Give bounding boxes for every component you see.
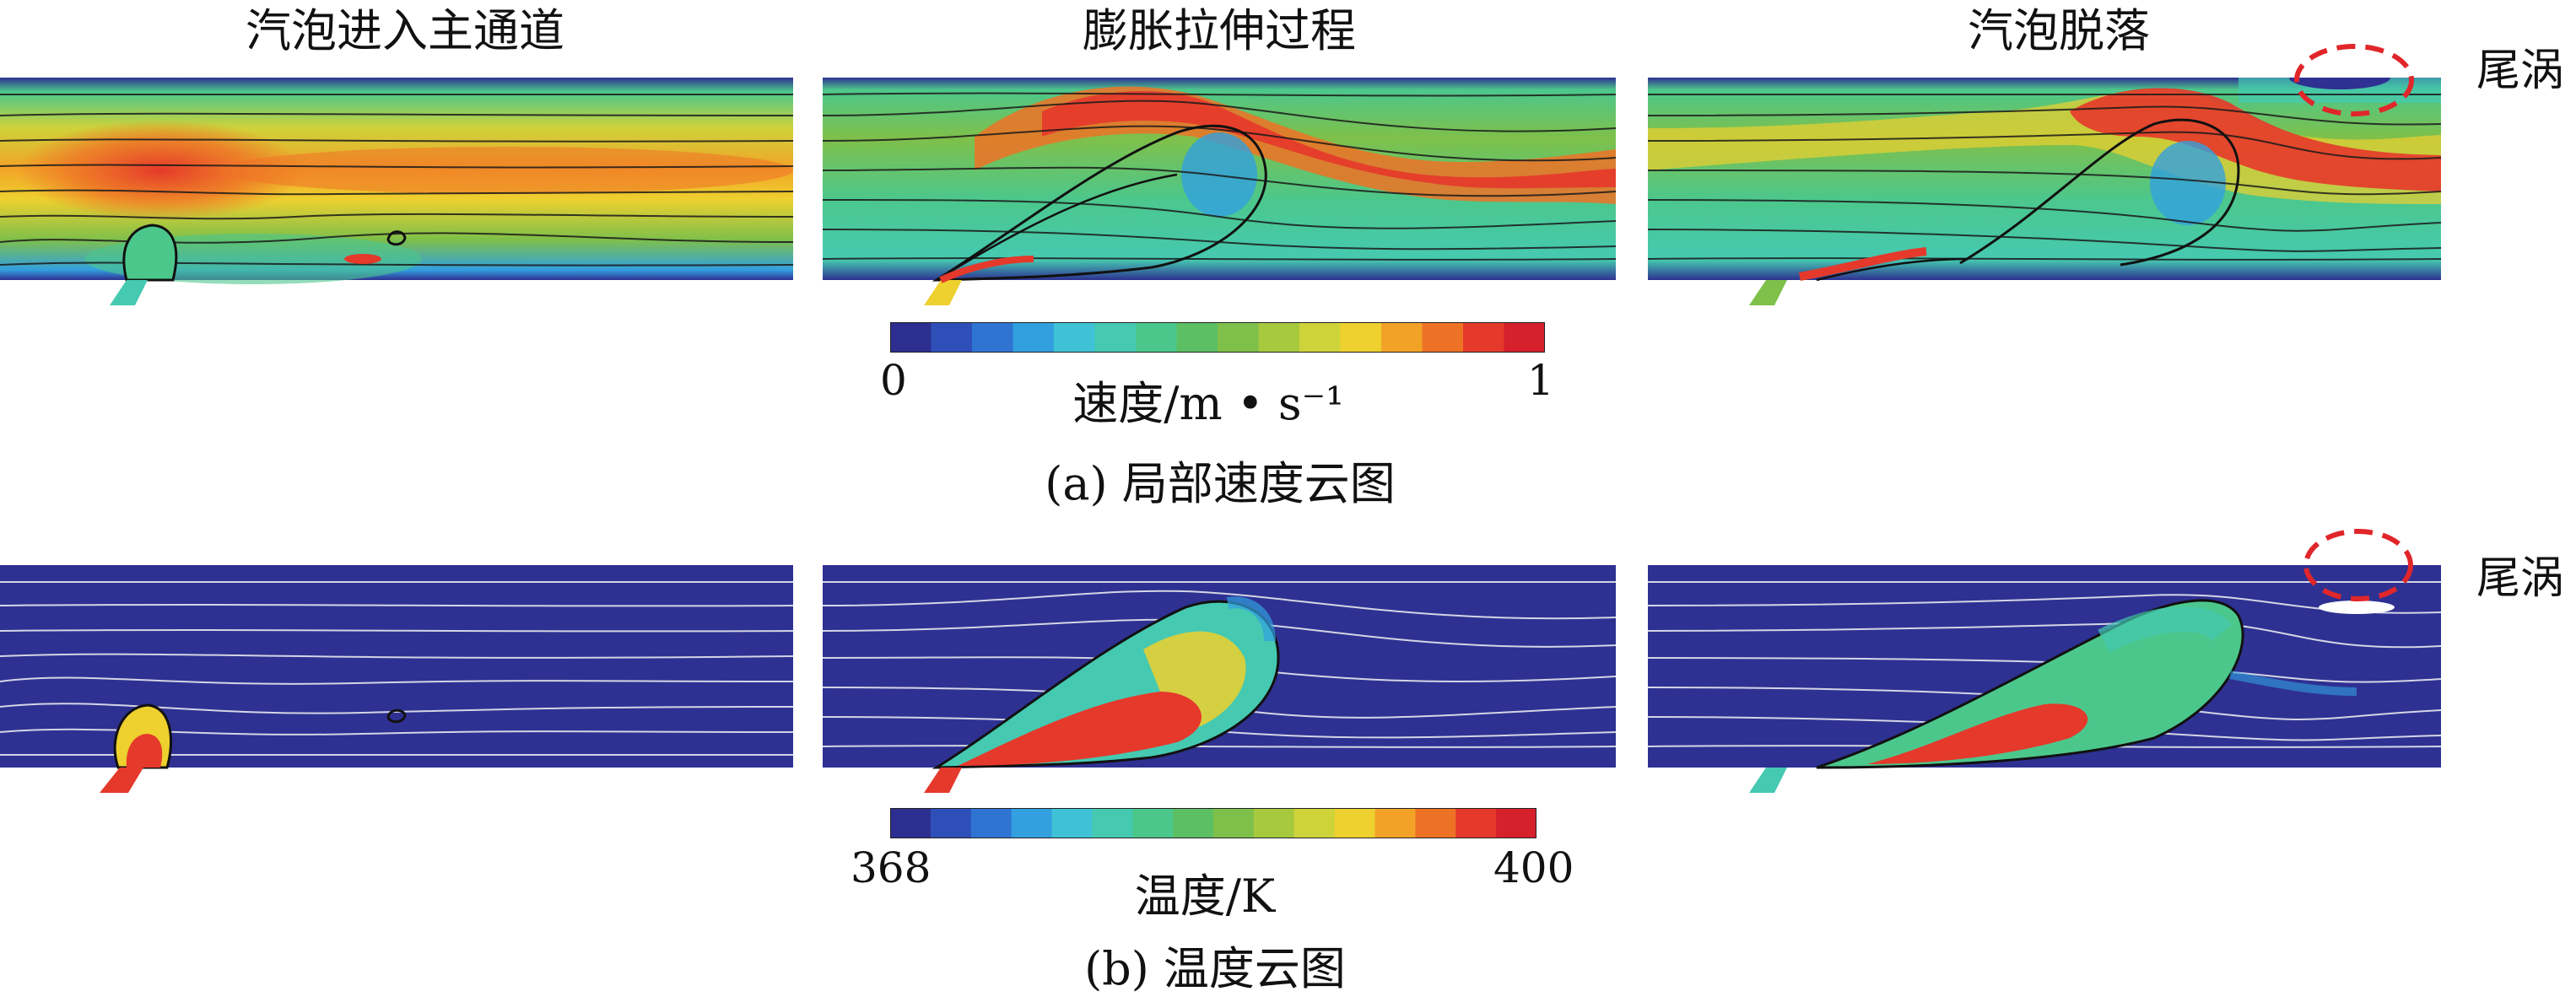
temperature-colorbar-swatch-2	[970, 808, 1013, 838]
velocity-colorbar-swatch-15	[1504, 322, 1545, 353]
velocity-colorbar-swatch-13	[1422, 322, 1464, 353]
temperature-panel-detach	[1648, 565, 2441, 793]
temperature-colorbar-swatch-10	[1293, 808, 1336, 838]
velocity-colorbar-swatch-7	[1176, 322, 1218, 353]
velocity-colorbar	[890, 322, 1545, 353]
velocity-colorbar-swatch-6	[1136, 322, 1177, 353]
velocity-colorbar-swatch-14	[1463, 322, 1504, 353]
temperature-colorbar-swatch-13	[1415, 808, 1456, 838]
temperature-colorbar-swatch-7	[1173, 808, 1214, 838]
caption-velocity: (a) 局部速度云图	[1045, 457, 1396, 510]
velocity-panel-entry	[0, 78, 793, 305]
temperature-colorbar-swatch-5	[1092, 808, 1133, 838]
column-title-entry: 汽泡进入主通道	[246, 4, 564, 57]
velocity-colorbar-swatch-11	[1340, 322, 1382, 353]
wake-label-temperature: 尾涡	[2476, 553, 2565, 604]
temperature-colorbar-swatch-14	[1455, 808, 1497, 838]
temperature-colorbar	[890, 808, 1536, 838]
temperature-colorbar-swatch-4	[1051, 808, 1093, 838]
velocity-colorbar-swatch-9	[1258, 322, 1300, 353]
velocity-colorbar-swatch-10	[1299, 322, 1341, 353]
velocity-panel-expansion	[823, 78, 1616, 305]
caption-temperature: (b) 温度云图	[1084, 942, 1346, 995]
velocity-colorbar-title: 速度/m • s⁻¹	[1072, 377, 1344, 430]
temperature-panel-expansion	[823, 565, 1616, 793]
velocity-colorbar-max: 1	[1527, 356, 1554, 405]
wake-marker-velocity	[2294, 44, 2414, 116]
temperature-colorbar-swatch-15	[1496, 808, 1536, 838]
column-title-detach: 汽泡脱落	[1968, 4, 2150, 57]
temperature-colorbar-swatch-1	[930, 808, 972, 838]
temperature-colorbar-swatch-6	[1132, 808, 1174, 838]
temperature-panel-entry	[0, 565, 793, 793]
temperature-colorbar-swatch-3	[1011, 808, 1053, 838]
velocity-colorbar-swatch-12	[1381, 322, 1423, 353]
velocity-colorbar-swatch-5	[1094, 322, 1137, 353]
temperature-colorbar-swatch-0	[890, 808, 932, 838]
wake-marker-temperature	[2303, 529, 2413, 601]
temperature-colorbar-max: 400	[1493, 843, 1574, 892]
temperature-colorbar-swatch-8	[1213, 808, 1255, 838]
temperature-colorbar-title: 温度/K	[1134, 870, 1276, 923]
velocity-colorbar-swatch-3	[1013, 322, 1055, 353]
temperature-colorbar-swatch-11	[1334, 808, 1376, 838]
temperature-colorbar-swatch-9	[1253, 808, 1295, 838]
velocity-colorbar-swatch-0	[890, 322, 932, 353]
velocity-colorbar-swatch-4	[1054, 322, 1095, 353]
velocity-panel-detach	[1648, 78, 2441, 305]
wake-label-velocity: 尾涡	[2476, 46, 2565, 96]
velocity-colorbar-swatch-1	[931, 322, 973, 353]
velocity-colorbar-swatch-8	[1218, 322, 1259, 353]
velocity-colorbar-swatch-2	[972, 322, 1013, 353]
temperature-colorbar-swatch-12	[1374, 808, 1416, 838]
velocity-colorbar-min: 0	[880, 356, 907, 405]
column-title-expansion: 膨胀拉伸过程	[1083, 4, 1356, 57]
temperature-colorbar-min: 368	[851, 843, 932, 892]
